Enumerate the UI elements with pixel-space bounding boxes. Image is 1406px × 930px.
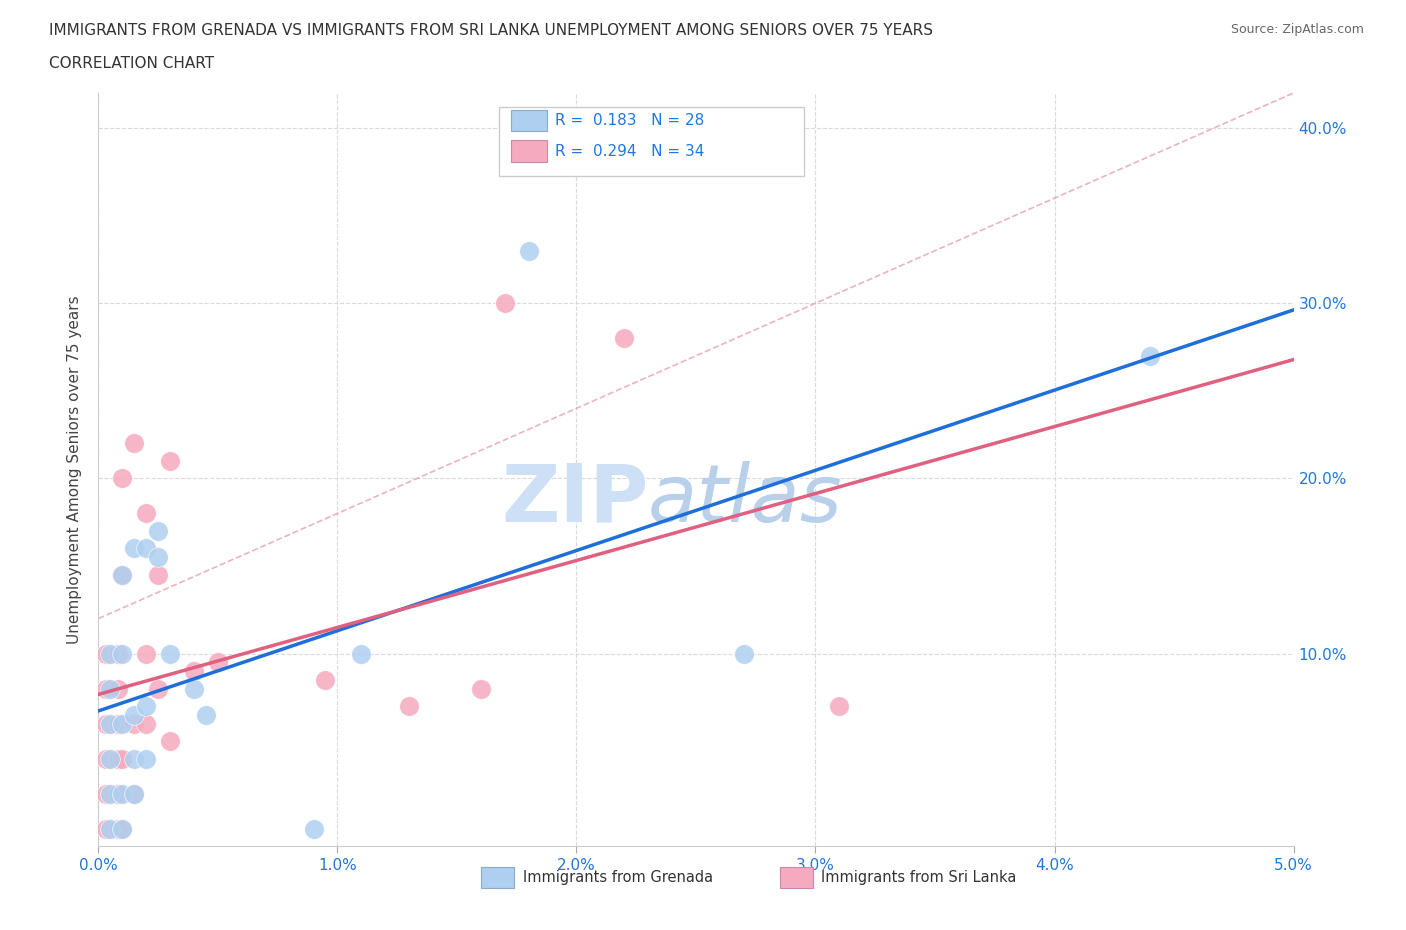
Point: [111, 716, 134, 731]
Point: [94, 821, 117, 836]
Point: [183, 681, 205, 696]
Point: [733, 646, 755, 661]
Text: R =  0.183   N = 28: R = 0.183 N = 28: [555, 113, 704, 128]
Point: [148, 681, 170, 696]
Point: [148, 567, 170, 582]
Point: [94, 646, 117, 661]
Bar: [510, 111, 547, 131]
Point: [107, 786, 129, 801]
Point: [124, 708, 146, 723]
Text: Immigrants from Grenada: Immigrants from Grenada: [523, 870, 713, 884]
Point: [111, 567, 134, 582]
Point: [613, 331, 636, 346]
Point: [111, 567, 134, 582]
Point: [98, 751, 122, 766]
Point: [207, 655, 229, 670]
Point: [159, 734, 181, 749]
Point: [94, 716, 117, 731]
Point: [183, 664, 205, 679]
Point: [148, 550, 170, 565]
Point: [124, 786, 146, 801]
Bar: [481, 867, 515, 888]
Point: [111, 786, 134, 801]
Text: ZIP: ZIP: [501, 460, 648, 538]
Point: [98, 681, 122, 696]
Point: [148, 524, 170, 538]
Point: [828, 698, 851, 713]
FancyBboxPatch shape: [499, 107, 804, 176]
Point: [98, 716, 122, 731]
Point: [111, 821, 134, 836]
Text: Source: ZipAtlas.com: Source: ZipAtlas.com: [1230, 23, 1364, 36]
Text: Immigrants from Sri Lanka: Immigrants from Sri Lanka: [821, 870, 1017, 884]
Point: [98, 646, 122, 661]
Point: [124, 751, 146, 766]
Point: [135, 541, 157, 556]
Point: [494, 296, 516, 311]
Point: [135, 751, 157, 766]
Point: [124, 541, 146, 556]
Point: [98, 786, 122, 801]
Bar: [510, 140, 547, 162]
Point: [470, 681, 492, 696]
Bar: [779, 867, 813, 888]
Y-axis label: Unemployment Among Seniors over 75 years: Unemployment Among Seniors over 75 years: [67, 296, 83, 644]
Point: [107, 681, 129, 696]
Point: [159, 646, 181, 661]
Point: [135, 646, 157, 661]
Point: [107, 716, 129, 731]
Point: [517, 244, 540, 259]
Point: [94, 751, 117, 766]
Point: [302, 821, 325, 836]
Text: atlas: atlas: [648, 460, 844, 538]
Point: [111, 471, 134, 485]
Point: [195, 708, 218, 723]
Point: [124, 436, 146, 451]
Point: [111, 646, 134, 661]
Text: R =  0.294   N = 34: R = 0.294 N = 34: [555, 143, 704, 158]
Point: [135, 698, 157, 713]
Point: [94, 786, 117, 801]
Point: [111, 821, 134, 836]
Point: [350, 646, 373, 661]
Point: [124, 716, 146, 731]
Point: [107, 646, 129, 661]
Point: [398, 698, 420, 713]
Point: [98, 821, 122, 836]
Point: [1139, 349, 1161, 364]
Text: IMMIGRANTS FROM GRENADA VS IMMIGRANTS FROM SRI LANKA UNEMPLOYMENT AMONG SENIORS : IMMIGRANTS FROM GRENADA VS IMMIGRANTS FR…: [49, 23, 934, 38]
Point: [135, 716, 157, 731]
Point: [315, 672, 337, 687]
Point: [111, 751, 134, 766]
Point: [124, 786, 146, 801]
Text: CORRELATION CHART: CORRELATION CHART: [49, 56, 214, 71]
Point: [159, 454, 181, 469]
Point: [107, 821, 129, 836]
Point: [135, 506, 157, 521]
Point: [107, 751, 129, 766]
Point: [94, 681, 117, 696]
